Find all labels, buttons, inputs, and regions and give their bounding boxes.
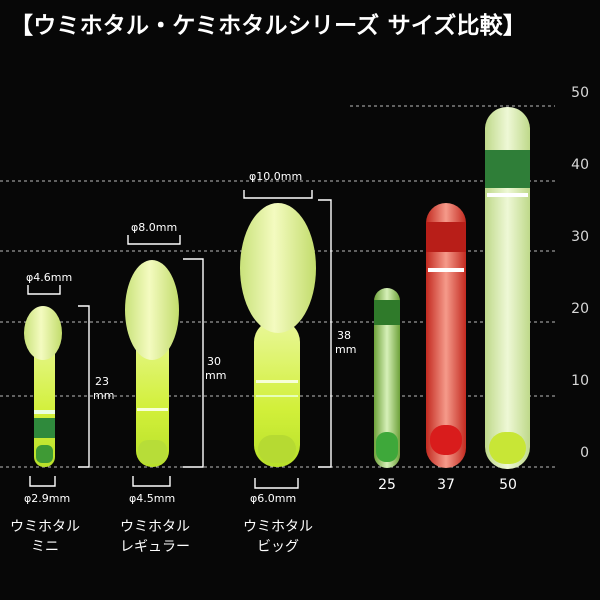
page-title: 【ウミホタル・ケミホタルシリーズ サイズ比較】 [10, 13, 527, 39]
scale-tick-30: 30 [571, 229, 589, 245]
product-name-regular-line1: ウミホタル [120, 519, 190, 535]
dim-regular [127, 235, 204, 487]
product-name-regular: ウミホタル レギュラー [110, 517, 200, 557]
scale-tick-50: 50 [571, 85, 589, 101]
float-mini [24, 306, 62, 467]
chemi-stick-37 [426, 203, 466, 468]
mini-length-unit: mm [93, 389, 115, 402]
mini-top-diameter: φ4.6mm [26, 271, 73, 284]
big-bottom-diameter: φ6.0mm [250, 492, 297, 505]
dim-mini [27, 285, 90, 487]
float-regular [125, 260, 179, 467]
regular-top-diameter: φ8.0mm [131, 221, 178, 234]
product-name-regular-line2: レギュラー [120, 539, 190, 555]
regular-bottom-diameter: φ4.5mm [129, 492, 176, 505]
scale-tick-0: 0 [580, 445, 589, 461]
product-name-mini: ウミホタル ミニ [4, 517, 86, 557]
mini-bottom-diameter: φ2.9mm [24, 492, 71, 505]
product-name-mini-line1: ウミホタル [10, 519, 80, 535]
big-length-value: 38 [337, 329, 351, 342]
chemi-size-50: 50 [499, 477, 517, 493]
regular-length-unit: mm [205, 369, 227, 382]
big-length-unit: mm [335, 343, 357, 356]
scale-tick-40: 40 [571, 157, 589, 173]
chemi-stick-25 [374, 288, 400, 468]
mini-length-value: 23 [95, 375, 109, 388]
product-name-big-line1: ウミホタル [243, 519, 313, 535]
regular-length-value: 30 [207, 355, 221, 368]
float-big [240, 203, 316, 467]
chemi-size-25: 25 [378, 477, 396, 493]
chemi-stick-50 [485, 107, 530, 469]
scale-tick-20: 20 [571, 301, 589, 317]
dim-big [243, 190, 332, 489]
big-top-diameter: φ10.0mm [249, 170, 303, 183]
product-name-big-line2: ビッグ [257, 539, 299, 555]
chemi-size-37: 37 [437, 477, 455, 493]
product-name-big: ウミホタル ビッグ [236, 517, 320, 557]
scale-tick-10: 10 [571, 373, 589, 389]
product-name-mini-line2: ミニ [31, 539, 59, 555]
